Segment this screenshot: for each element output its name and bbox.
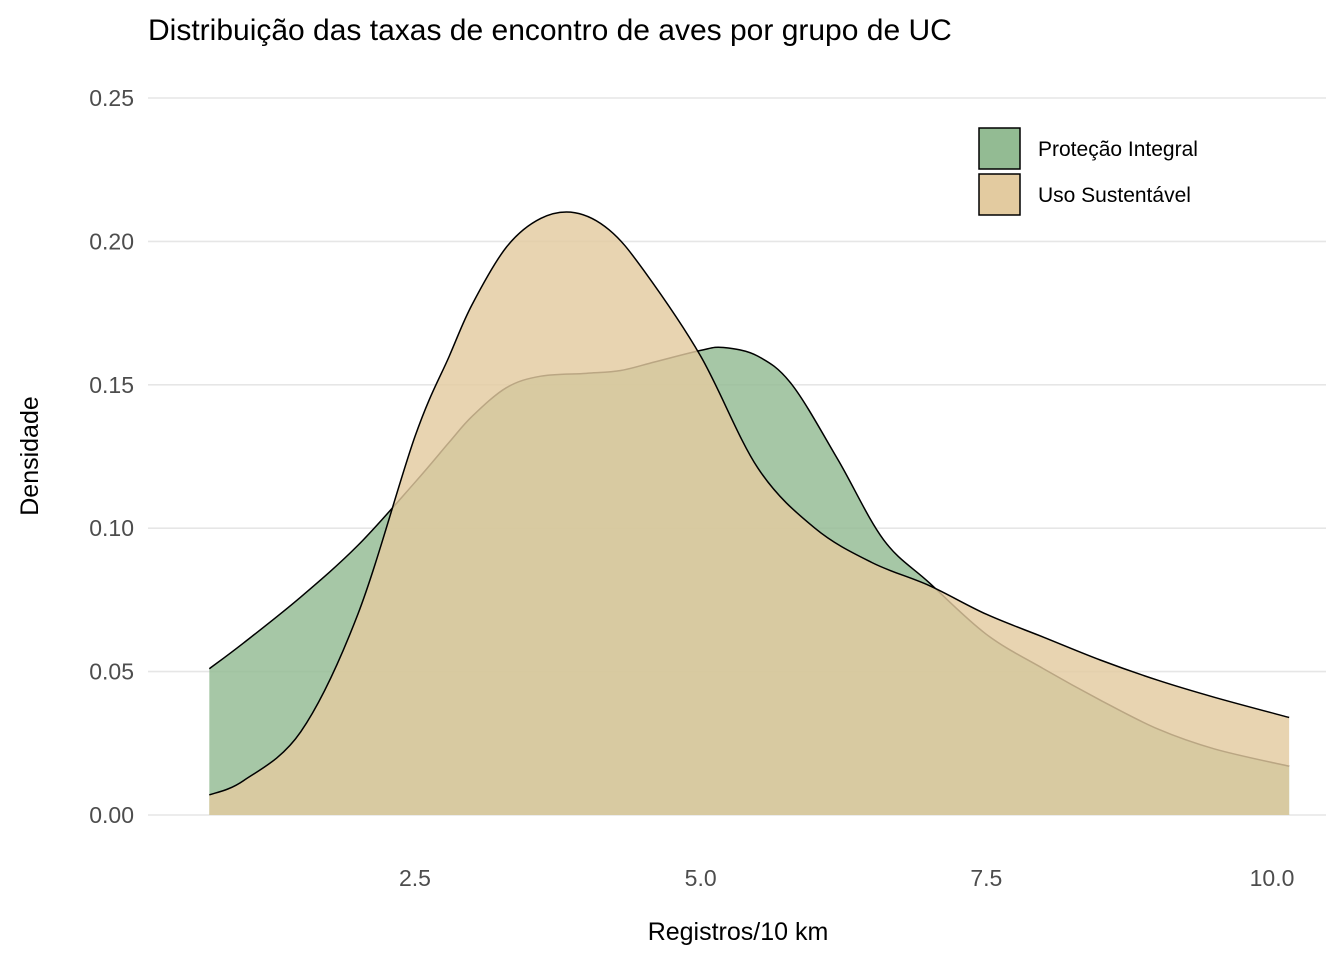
y-tick-label: 0.00 (89, 802, 134, 828)
chart-title: Distribuição das taxas de encontro de av… (148, 14, 952, 47)
series-2-density-line (209, 211, 1290, 796)
legend-key (978, 127, 1021, 170)
y-tick-label: 0.15 (89, 372, 134, 398)
y-tick-label: 0.10 (89, 515, 134, 541)
y-axis-title: Densidade (16, 396, 44, 516)
x-tick-label: 7.5 (970, 865, 1002, 891)
x-axis-title: Registros/10 km (648, 918, 829, 946)
density-areas (208, 211, 1290, 816)
y-tick-label: 0.20 (89, 228, 134, 254)
legend-label: Proteção Integral (1038, 138, 1198, 161)
y-tick-label: 0.25 (89, 85, 134, 111)
x-axis-ticks: 2.5 5.0 7.5 10.0 (399, 865, 1294, 891)
x-tick-label: 2.5 (399, 865, 431, 891)
legend-key (978, 173, 1021, 216)
y-axis-ticks: 0.00 0.05 0.10 0.15 0.20 0.25 (89, 85, 134, 828)
legend-label: Uso Sustentável (1038, 184, 1191, 207)
x-tick-label: 10.0 (1250, 865, 1295, 891)
x-tick-label: 5.0 (685, 865, 717, 891)
y-tick-label: 0.05 (89, 659, 134, 685)
series-2-density-area (209, 212, 1290, 816)
legend: Proteção Integral Uso Sustentável (978, 127, 1198, 216)
